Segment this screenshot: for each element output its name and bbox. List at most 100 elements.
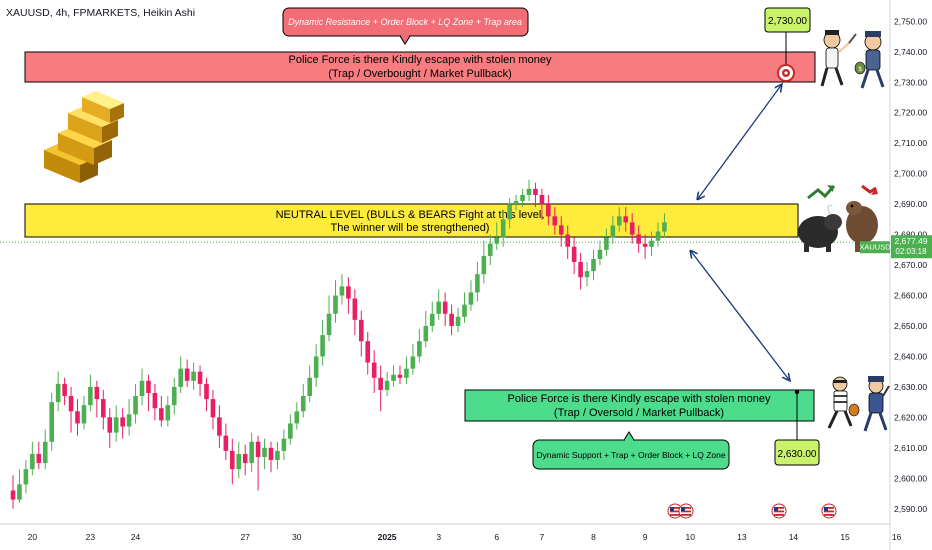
candle-body[interactable] bbox=[391, 374, 396, 381]
us-flag-icon[interactable] bbox=[771, 503, 787, 519]
candle-body[interactable] bbox=[184, 368, 190, 381]
candle-body[interactable] bbox=[217, 417, 222, 436]
candle-body[interactable] bbox=[165, 405, 171, 421]
candle-body[interactable] bbox=[546, 204, 551, 217]
candle-body[interactable] bbox=[423, 325, 429, 342]
candle-body[interactable] bbox=[384, 380, 390, 390]
candle-body[interactable] bbox=[197, 371, 203, 384]
candle-body[interactable] bbox=[475, 274, 480, 293]
candle-body[interactable] bbox=[642, 243, 648, 247]
candle-body[interactable] bbox=[159, 408, 164, 421]
time-axis[interactable]: 20 23 24 27 30 2025 3 6 7 8 9 10 13 14 15 16 bbox=[28, 532, 902, 542]
candle-body[interactable] bbox=[320, 335, 325, 357]
candle-body[interactable] bbox=[604, 237, 609, 250]
candle-body[interactable] bbox=[571, 246, 577, 262]
candle-body[interactable] bbox=[255, 441, 261, 457]
candle-body[interactable] bbox=[417, 341, 422, 357]
candle-body[interactable] bbox=[178, 368, 183, 387]
candle-body[interactable] bbox=[533, 188, 538, 195]
candle-body[interactable] bbox=[113, 417, 119, 433]
candle-body[interactable] bbox=[146, 380, 151, 393]
candle-body[interactable] bbox=[307, 377, 312, 397]
candle-body[interactable] bbox=[313, 356, 319, 378]
candle-body[interactable] bbox=[449, 313, 454, 326]
candle-body[interactable] bbox=[520, 194, 525, 202]
candle-body[interactable] bbox=[526, 188, 532, 195]
candle-body[interactable] bbox=[655, 231, 661, 241]
candle-body[interactable] bbox=[326, 313, 332, 336]
candle-body[interactable] bbox=[223, 435, 229, 451]
candle-body[interactable] bbox=[275, 450, 280, 461]
candle-body[interactable] bbox=[610, 225, 616, 238]
candle-body[interactable] bbox=[242, 453, 248, 464]
candle-body[interactable] bbox=[404, 368, 409, 378]
candle-body[interactable] bbox=[68, 396, 74, 412]
candle-body[interactable] bbox=[300, 396, 306, 412]
candle-body[interactable] bbox=[23, 469, 29, 485]
candle-body[interactable] bbox=[236, 453, 242, 470]
candle-body[interactable] bbox=[230, 450, 235, 470]
candle-body[interactable] bbox=[662, 222, 667, 232]
candle-body[interactable] bbox=[94, 386, 100, 400]
candle-body[interactable] bbox=[75, 411, 80, 424]
candle-body[interactable] bbox=[378, 377, 383, 390]
candle-body[interactable] bbox=[352, 298, 358, 320]
candle-body[interactable] bbox=[365, 341, 371, 363]
candle-body[interactable] bbox=[371, 362, 377, 378]
neutral-zone[interactable] bbox=[24, 203, 799, 238]
candle-body[interactable] bbox=[107, 417, 113, 433]
price-axis[interactable]: 2,590.00 2,600.00 2,610.00 2,620.00 2,630.00… bbox=[894, 16, 927, 513]
candle-body[interactable] bbox=[500, 219, 506, 238]
candle-body[interactable] bbox=[36, 453, 42, 464]
candle-body[interactable] bbox=[133, 396, 138, 415]
candle-body[interactable] bbox=[429, 313, 435, 326]
candle-body[interactable] bbox=[126, 414, 132, 427]
us-flag-icon[interactable] bbox=[678, 503, 694, 519]
candle-body[interactable] bbox=[30, 453, 35, 470]
candle-body[interactable] bbox=[152, 393, 158, 409]
candle-body[interactable] bbox=[455, 316, 461, 326]
candle-body[interactable] bbox=[629, 222, 635, 235]
candle-body[interactable] bbox=[442, 301, 448, 314]
candle-body[interactable] bbox=[436, 301, 441, 314]
candle-body[interactable] bbox=[552, 216, 558, 226]
candle-body[interactable] bbox=[81, 405, 87, 424]
us-flag-icon[interactable] bbox=[667, 503, 683, 519]
candle-body[interactable] bbox=[507, 204, 512, 220]
candle-body[interactable] bbox=[333, 295, 338, 314]
candle-body[interactable] bbox=[565, 234, 570, 247]
candle-body[interactable] bbox=[62, 383, 67, 397]
candle-body[interactable] bbox=[494, 237, 500, 244]
candle-body[interactable] bbox=[139, 380, 145, 397]
candle-body[interactable] bbox=[346, 286, 351, 299]
candle-body[interactable] bbox=[101, 399, 106, 418]
candle-body[interactable] bbox=[339, 286, 345, 296]
candle-body[interactable] bbox=[10, 490, 16, 500]
candle-body[interactable] bbox=[539, 194, 545, 205]
candle-body[interactable] bbox=[397, 374, 403, 378]
candle-body[interactable] bbox=[623, 216, 629, 223]
candle-body[interactable] bbox=[636, 234, 641, 244]
candle-body[interactable] bbox=[481, 255, 487, 275]
candle-body[interactable] bbox=[49, 402, 54, 442]
candle-body[interactable] bbox=[120, 417, 125, 427]
target-2730[interactable]: 2,730.00 bbox=[764, 7, 811, 82]
candle-body[interactable] bbox=[591, 258, 596, 272]
candle-body[interactable] bbox=[191, 371, 196, 381]
candle-body[interactable] bbox=[288, 423, 293, 439]
candle-body[interactable] bbox=[294, 411, 300, 424]
candle-body[interactable] bbox=[204, 383, 209, 400]
candle-body[interactable] bbox=[462, 304, 467, 317]
candle-body[interactable] bbox=[584, 271, 590, 278]
candle-body[interactable] bbox=[210, 399, 216, 418]
candle-body[interactable] bbox=[488, 243, 493, 256]
candle-body[interactable] bbox=[249, 441, 254, 464]
candle-body[interactable] bbox=[42, 441, 48, 464]
candle-body[interactable] bbox=[513, 201, 519, 205]
candle-body[interactable] bbox=[649, 240, 654, 247]
candle-body[interactable] bbox=[268, 447, 274, 461]
candle-body[interactable] bbox=[410, 356, 416, 369]
support-zone[interactable] bbox=[464, 389, 815, 422]
candle-body[interactable] bbox=[55, 383, 61, 403]
